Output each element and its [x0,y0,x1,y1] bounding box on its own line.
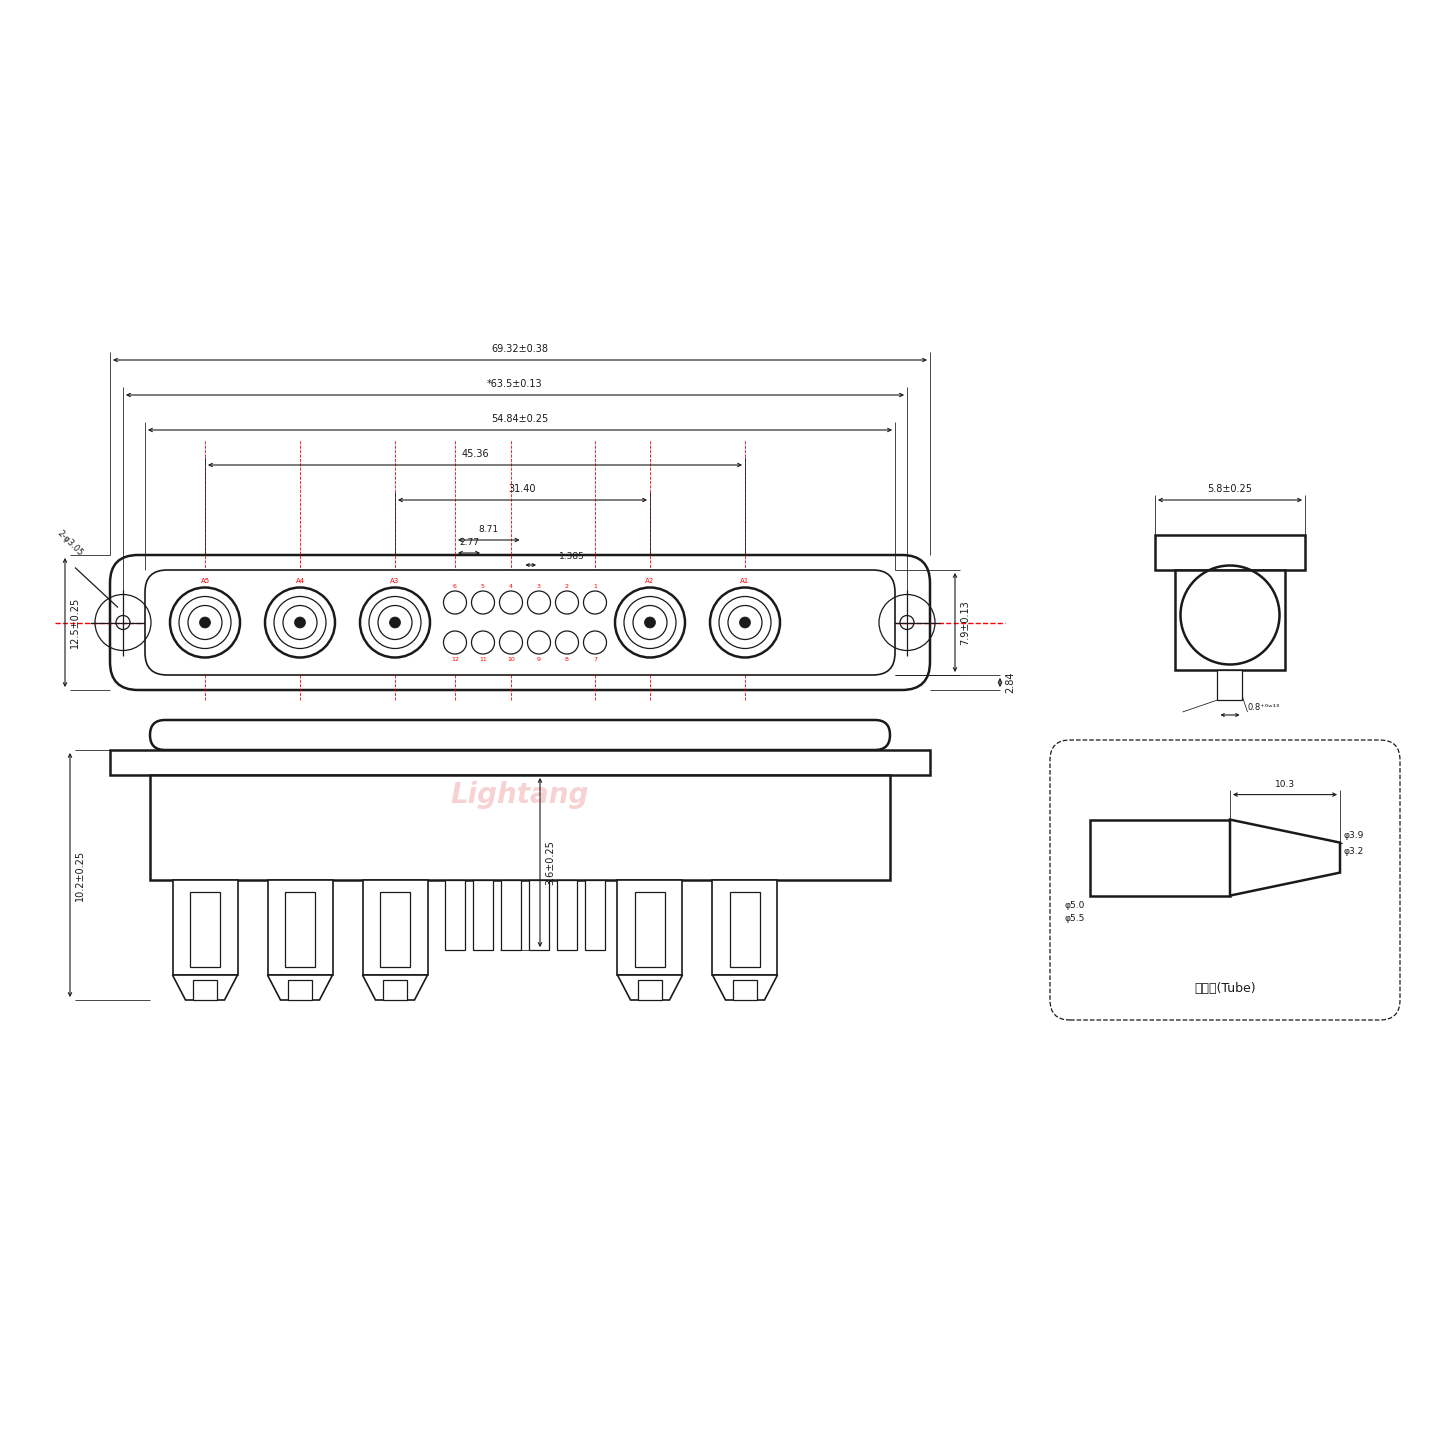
Text: A1: A1 [740,577,750,583]
Polygon shape [268,975,333,999]
Text: *63.5±0.13: *63.5±0.13 [487,379,543,389]
Bar [1155,536,1305,570]
Text: 6: 6 [454,583,456,589]
Text: 54.84±0.25: 54.84±0.25 [491,415,549,423]
Text: 10.2±0.25: 10.2±0.25 [75,850,85,900]
Bar [730,891,760,968]
Bar [445,880,465,950]
Polygon shape [173,975,238,999]
Circle shape [389,616,400,628]
Text: Lightang: Lightang [451,780,589,809]
Text: φ5.5: φ5.5 [1064,913,1084,923]
FancyBboxPatch shape [109,554,930,690]
Text: 2-φ3.05: 2-φ3.05 [55,528,85,557]
Text: 45.36: 45.36 [461,449,488,459]
Text: 5.8±0.25: 5.8±0.25 [1208,484,1253,494]
Bar [193,981,217,999]
Bar [585,880,605,950]
Text: 12.5±0.25: 12.5±0.25 [71,596,81,648]
Text: 11: 11 [480,657,487,661]
Text: φ5.0: φ5.0 [1064,900,1084,910]
Bar [1175,570,1284,670]
Bar [713,880,778,975]
FancyBboxPatch shape [1050,740,1400,1020]
Text: 31.40: 31.40 [508,484,536,494]
Text: 9: 9 [537,657,541,661]
Bar [285,891,315,968]
Text: 8.71: 8.71 [478,526,498,534]
Circle shape [200,616,210,628]
Text: 10.3: 10.3 [1274,779,1295,789]
Bar [288,981,312,999]
Bar [173,880,238,975]
Polygon shape [713,975,778,999]
Text: 4: 4 [508,583,513,589]
Bar [150,775,890,880]
FancyBboxPatch shape [145,570,896,675]
Text: 2.77: 2.77 [459,539,480,547]
Circle shape [295,616,305,628]
Text: 3.6±0.25: 3.6±0.25 [544,840,554,886]
Text: A3: A3 [390,577,400,583]
Bar [1217,670,1243,700]
Bar [472,880,492,950]
Bar [638,981,662,999]
Text: 2: 2 [564,583,569,589]
Bar [557,880,577,950]
Text: 12: 12 [451,657,459,661]
Polygon shape [618,975,683,999]
Text: 10: 10 [507,657,516,661]
Bar [1090,819,1230,896]
Text: A4: A4 [295,577,305,583]
Text: φ3.9: φ3.9 [1344,831,1364,840]
Text: 7: 7 [593,657,598,661]
Polygon shape [1230,819,1341,896]
Text: 5: 5 [481,583,485,589]
Bar [501,880,521,950]
Bar [528,880,549,950]
FancyBboxPatch shape [150,720,890,750]
Text: φ3.2: φ3.2 [1344,847,1364,855]
Text: 7.9±0.13: 7.9±0.13 [960,600,971,645]
Bar [363,880,428,975]
Circle shape [645,616,655,628]
Text: 屏蔽管(Tube): 屏蔽管(Tube) [1194,982,1256,995]
Bar [635,891,665,968]
Bar [268,880,333,975]
Bar [380,891,410,968]
Bar [383,981,408,999]
Text: 1: 1 [593,583,598,589]
Text: A2: A2 [645,577,655,583]
Text: 2.84: 2.84 [1005,671,1015,693]
Circle shape [740,616,750,628]
Text: 3: 3 [537,583,541,589]
Text: 0.8⁺⁰ʷ¹³: 0.8⁺⁰ʷ¹³ [1247,703,1280,711]
Bar [109,750,930,775]
Text: 8: 8 [564,657,569,661]
Bar [618,880,683,975]
Bar [733,981,757,999]
Text: A5: A5 [200,577,210,583]
Polygon shape [363,975,428,999]
Text: 69.32±0.38: 69.32±0.38 [491,344,549,354]
Text: 1.385: 1.385 [559,552,585,562]
Bar [190,891,220,968]
